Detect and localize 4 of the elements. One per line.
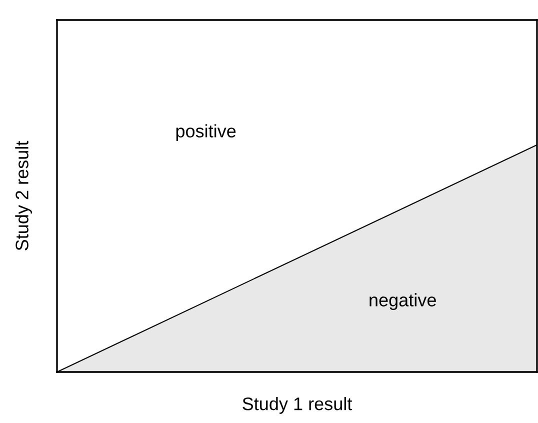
text: positive <box>176 124 236 142</box>
x-axis-title: Study 1 result <box>242 397 352 414</box>
y-axis-title: Study 2 result <box>15 140 32 250</box>
annotation: negative <box>370 293 436 310</box>
